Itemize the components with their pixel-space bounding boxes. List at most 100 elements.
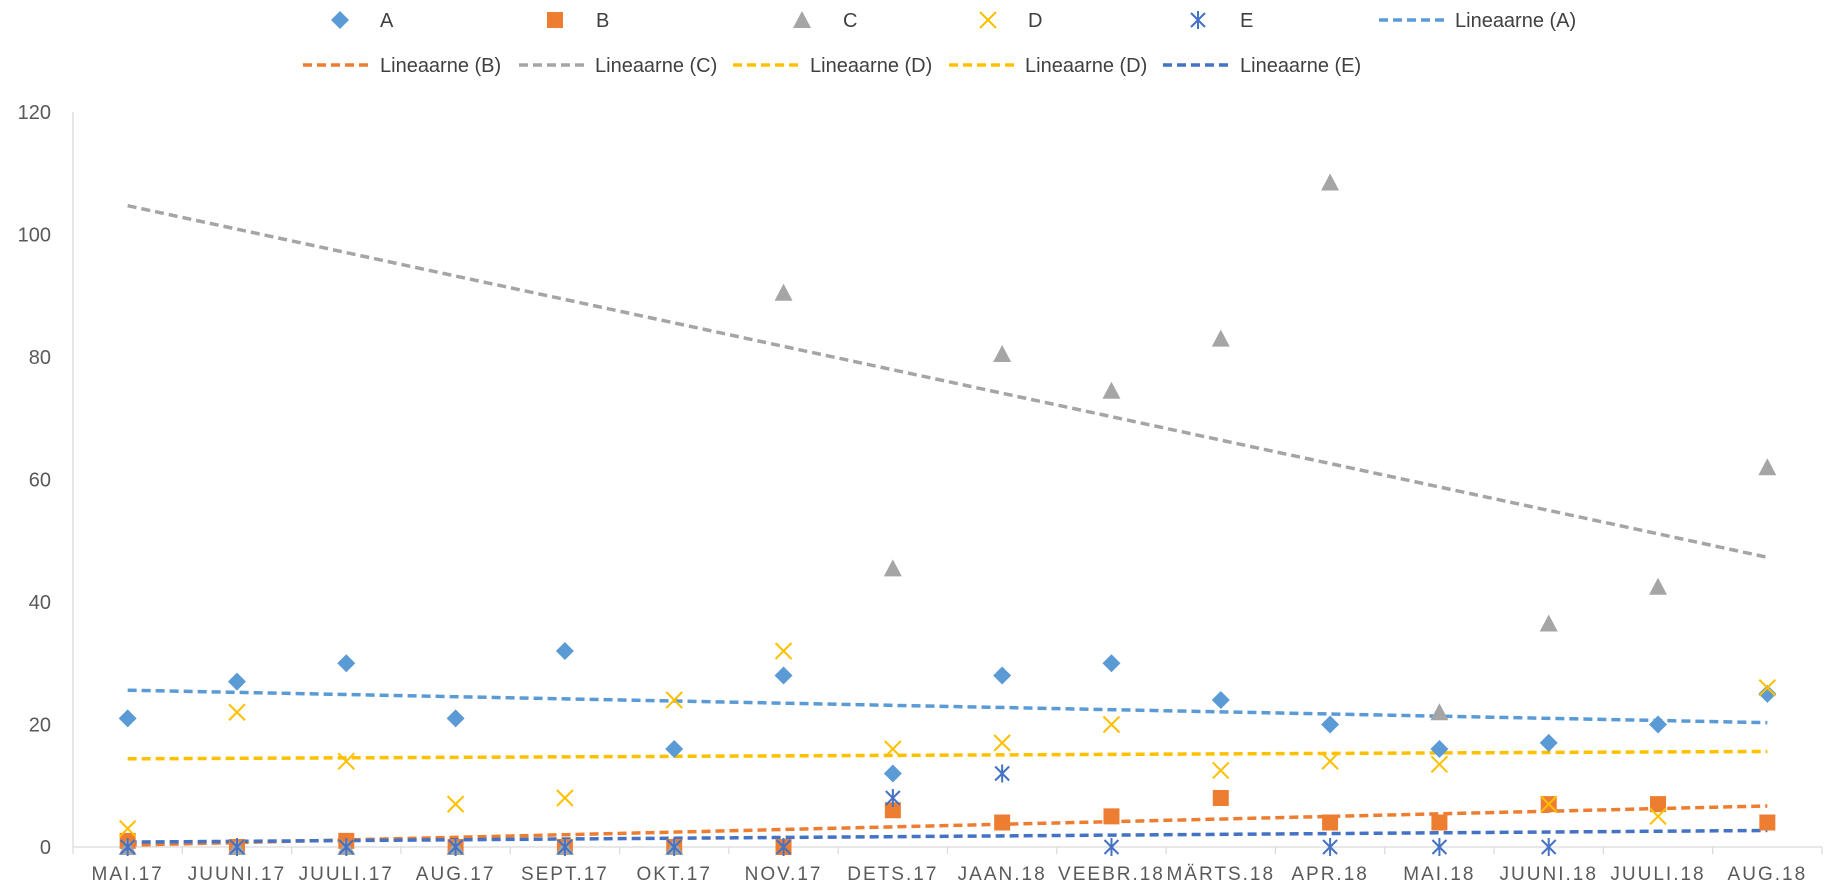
- y-tick-label: 40: [29, 592, 51, 614]
- legend-marker-c: [793, 11, 811, 28]
- point-a: [337, 654, 356, 673]
- point-b: [1759, 814, 1776, 831]
- point-a: [993, 666, 1012, 685]
- point-a: [1649, 715, 1668, 734]
- point-c: [1102, 381, 1121, 399]
- point-e: [885, 789, 901, 807]
- legend-label: Lineaarne (E): [1240, 55, 1361, 77]
- point-a: [1430, 740, 1449, 758]
- point-d: [228, 703, 246, 721]
- point-b: [994, 814, 1011, 831]
- x-tick-label: MÄRTS.18: [1166, 864, 1275, 885]
- x-tick-label: JUUNI.18: [1500, 864, 1598, 885]
- point-d: [884, 740, 902, 758]
- point-b: [1212, 790, 1229, 806]
- x-tick-label: SEPT.17: [521, 864, 609, 885]
- x-tick-label: APR.18: [1291, 864, 1368, 885]
- point-c: [1430, 703, 1449, 721]
- data-points: [118, 173, 1777, 856]
- x-tick-label: JAAN.18: [958, 864, 1047, 885]
- legend-label: Lineaarne (C): [595, 55, 717, 77]
- point-d: [1102, 715, 1121, 734]
- point-a: [1211, 691, 1230, 709]
- legend-label: B: [596, 10, 609, 32]
- x-tick-label: DETS.17: [847, 864, 938, 885]
- point-a: [555, 642, 574, 660]
- point-d: [1758, 679, 1777, 697]
- point-c: [993, 344, 1012, 362]
- y-tick-label: 120: [18, 102, 51, 124]
- point-e: [447, 838, 464, 856]
- point-d: [1321, 752, 1339, 770]
- y-axis: 0 20 40 60 80 100 120: [18, 102, 74, 859]
- point-e: [1541, 838, 1557, 856]
- legend: A B C D E Lineaarne (A) Lineaarne (B) Lineaarne…: [303, 10, 1576, 77]
- point-e: [994, 764, 1010, 783]
- trendlines: [127, 204, 1768, 847]
- trendline-2: [127, 204, 1768, 559]
- point-a: [1321, 715, 1340, 734]
- y-tick-label: 80: [29, 347, 51, 369]
- point-a: [774, 666, 793, 685]
- x-tick-label: NOV.17: [745, 864, 823, 885]
- x-tick-label: JUUNI.17: [188, 864, 286, 885]
- legend-label: C: [843, 10, 857, 32]
- point-d: [1540, 795, 1558, 813]
- y-tick-label: 20: [29, 715, 51, 737]
- point-d: [337, 752, 355, 770]
- point-a: [883, 764, 902, 783]
- point-a: [446, 709, 465, 728]
- point-d: [446, 795, 465, 813]
- x-tick-label: OKT.17: [637, 864, 712, 885]
- x-tick-label: JUULI.17: [299, 864, 394, 885]
- point-c: [883, 559, 902, 577]
- point-e: [775, 838, 792, 856]
- point-e: [338, 838, 354, 856]
- trendline-5: [127, 828, 1768, 844]
- legend-marker-a: [331, 11, 349, 29]
- x-tick-label: JUULI.18: [1610, 864, 1705, 885]
- point-e: [229, 838, 245, 856]
- point-d: [556, 789, 574, 807]
- point-b: [1650, 796, 1667, 813]
- legend-marker-d: [979, 11, 997, 29]
- point-d: [1430, 755, 1449, 774]
- trendline-3: [127, 749, 1768, 761]
- legend-label: E: [1240, 10, 1253, 32]
- point-c: [1211, 329, 1230, 347]
- x-tick-label: AUG.18: [1728, 864, 1808, 885]
- legend-label: Lineaarne (A): [1455, 10, 1576, 32]
- point-d: [774, 642, 793, 660]
- x-tick-label: MAI.18: [1403, 864, 1475, 885]
- x-axis: MAI.17 JUUNI.17 JUULI.17 AUG.17 SEPT.17 OKT.1…: [72, 846, 1823, 885]
- point-c: [1758, 458, 1777, 476]
- point-b: [1431, 814, 1448, 831]
- point-d: [118, 819, 137, 838]
- y-tick-label: 0: [40, 837, 51, 859]
- point-d: [1212, 761, 1230, 780]
- y-tick-label: 100: [18, 225, 51, 247]
- point-b: [884, 802, 901, 819]
- legend-label: Lineaarne (D): [810, 55, 932, 77]
- x-tick-label: MAI.17: [92, 864, 164, 885]
- legend-marker-e: [1190, 11, 1206, 29]
- point-c: [1649, 577, 1668, 595]
- point-a: [1539, 733, 1558, 752]
- x-tick-label: AUG.17: [416, 864, 496, 885]
- point-c: [1321, 173, 1340, 191]
- trendline-0: [127, 688, 1768, 725]
- legend-label: D: [1028, 10, 1042, 32]
- legend-marker-b: [547, 12, 563, 28]
- point-b: [1103, 808, 1120, 825]
- legend-label: A: [380, 10, 394, 32]
- point-c: [774, 283, 793, 301]
- point-d: [665, 691, 683, 709]
- point-a: [1758, 684, 1777, 703]
- point-a: [118, 709, 137, 728]
- point-e: [1103, 838, 1120, 856]
- point-a: [1102, 654, 1121, 673]
- legend-label: Lineaarne (B): [380, 55, 501, 77]
- point-d: [993, 734, 1011, 752]
- point-e: [666, 838, 682, 856]
